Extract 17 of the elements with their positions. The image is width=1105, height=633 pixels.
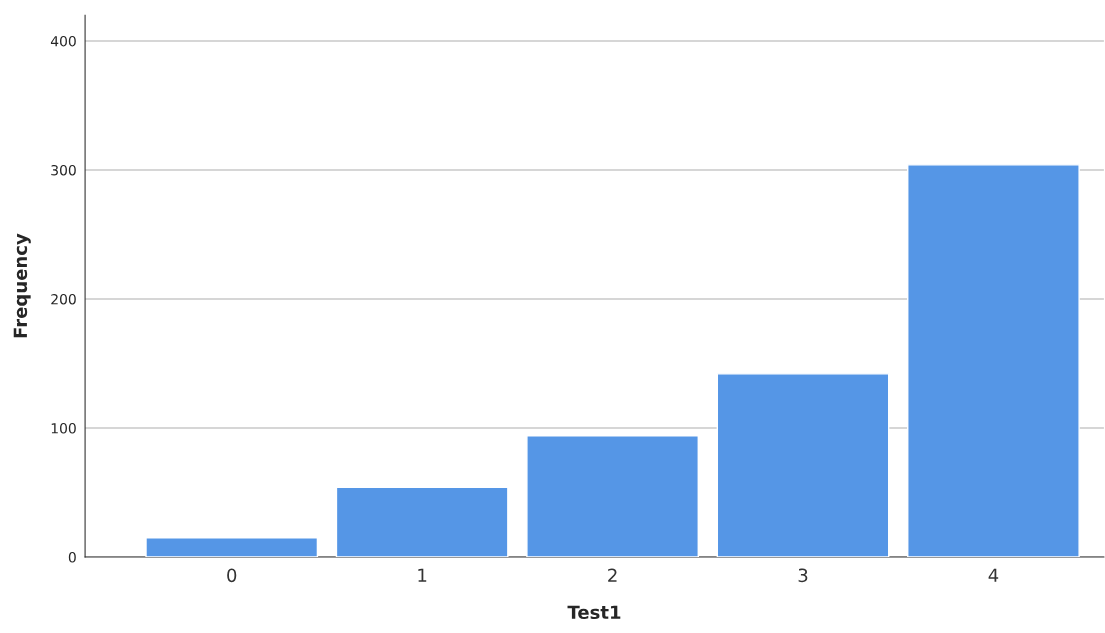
y-axis-title: Frequency xyxy=(13,233,31,338)
x-tick-label: 3 xyxy=(798,568,808,583)
x-tick-label: 0 xyxy=(227,568,237,583)
bar xyxy=(335,486,509,558)
bar xyxy=(716,373,890,558)
y-tick-label: 400 xyxy=(50,35,76,47)
x-tick-label: 4 xyxy=(988,568,999,582)
x-axis-title: Test1 xyxy=(567,605,621,620)
y-tick-label: 300 xyxy=(51,164,76,176)
x-tick-label: 1 xyxy=(418,568,427,582)
bar xyxy=(145,536,319,558)
y-tick-label: 200 xyxy=(51,293,76,305)
bar xyxy=(907,164,1080,558)
bar xyxy=(526,435,699,558)
y-tick-label: 100 xyxy=(51,423,76,434)
x-tick-label: 2 xyxy=(608,568,617,582)
y-tick-label: 0 xyxy=(68,552,76,563)
